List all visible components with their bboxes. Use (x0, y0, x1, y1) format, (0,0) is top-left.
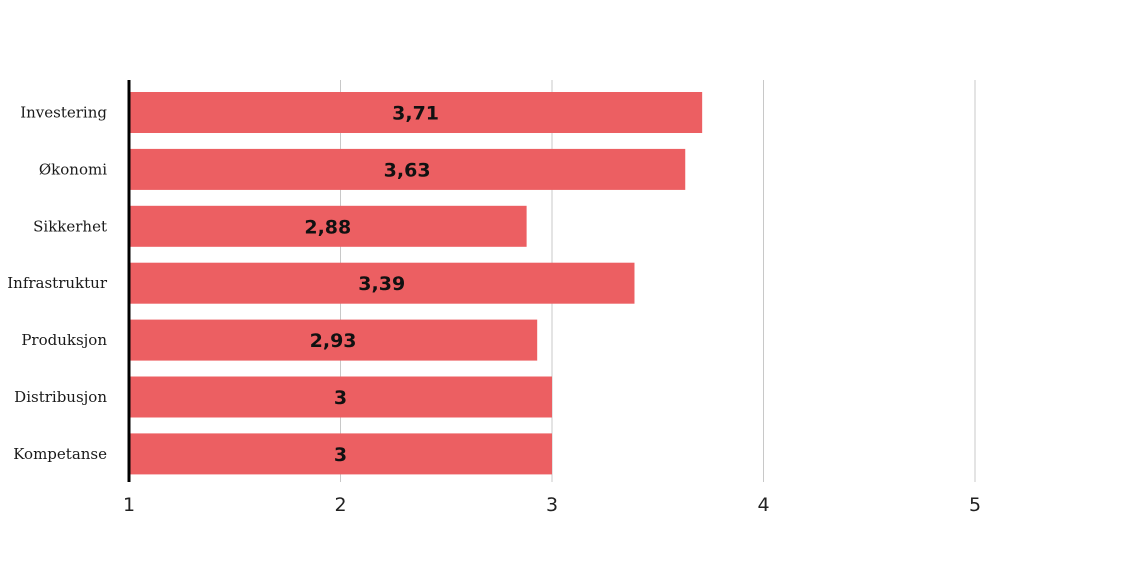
bar-0 (129, 92, 703, 133)
bar-6 (129, 433, 552, 475)
bar-3 (129, 262, 635, 304)
category-label-2: Sikkerhet (33, 217, 107, 235)
x-tick-label-1: 1 (123, 494, 135, 516)
bar-4 (129, 319, 538, 361)
bar-5 (129, 376, 552, 418)
category-label-3: Infrastruktur (7, 274, 108, 292)
x-tick-label-4: 4 (757, 494, 769, 516)
x-tick-label-3: 3 (546, 494, 558, 516)
labels: 3,71 Investering 3,63 Økonomi 2,88 Sikkerhet 3… (7, 103, 981, 517)
category-label-6: Kompetanse (13, 445, 107, 463)
value-label-6: 3 (334, 444, 347, 466)
value-label-5: 3 (334, 387, 347, 409)
category-label-5: Distribusjon (14, 388, 107, 406)
value-label-1: 3,63 (384, 159, 431, 181)
bar-1 (129, 148, 686, 190)
bars (129, 92, 703, 475)
value-label-4: 2,93 (310, 330, 357, 352)
x-tick-label-2: 2 (334, 494, 346, 516)
category-label-1: Økonomi (39, 160, 107, 178)
category-label-4: Produksjon (21, 331, 107, 349)
value-label-2: 2,88 (304, 216, 351, 238)
value-label-0: 3,71 (392, 103, 439, 125)
category-label-0: Investering (20, 104, 107, 122)
bar-2 (129, 205, 527, 247)
value-label-3: 3,39 (358, 273, 405, 295)
x-tick-label-5: 5 (969, 494, 981, 516)
